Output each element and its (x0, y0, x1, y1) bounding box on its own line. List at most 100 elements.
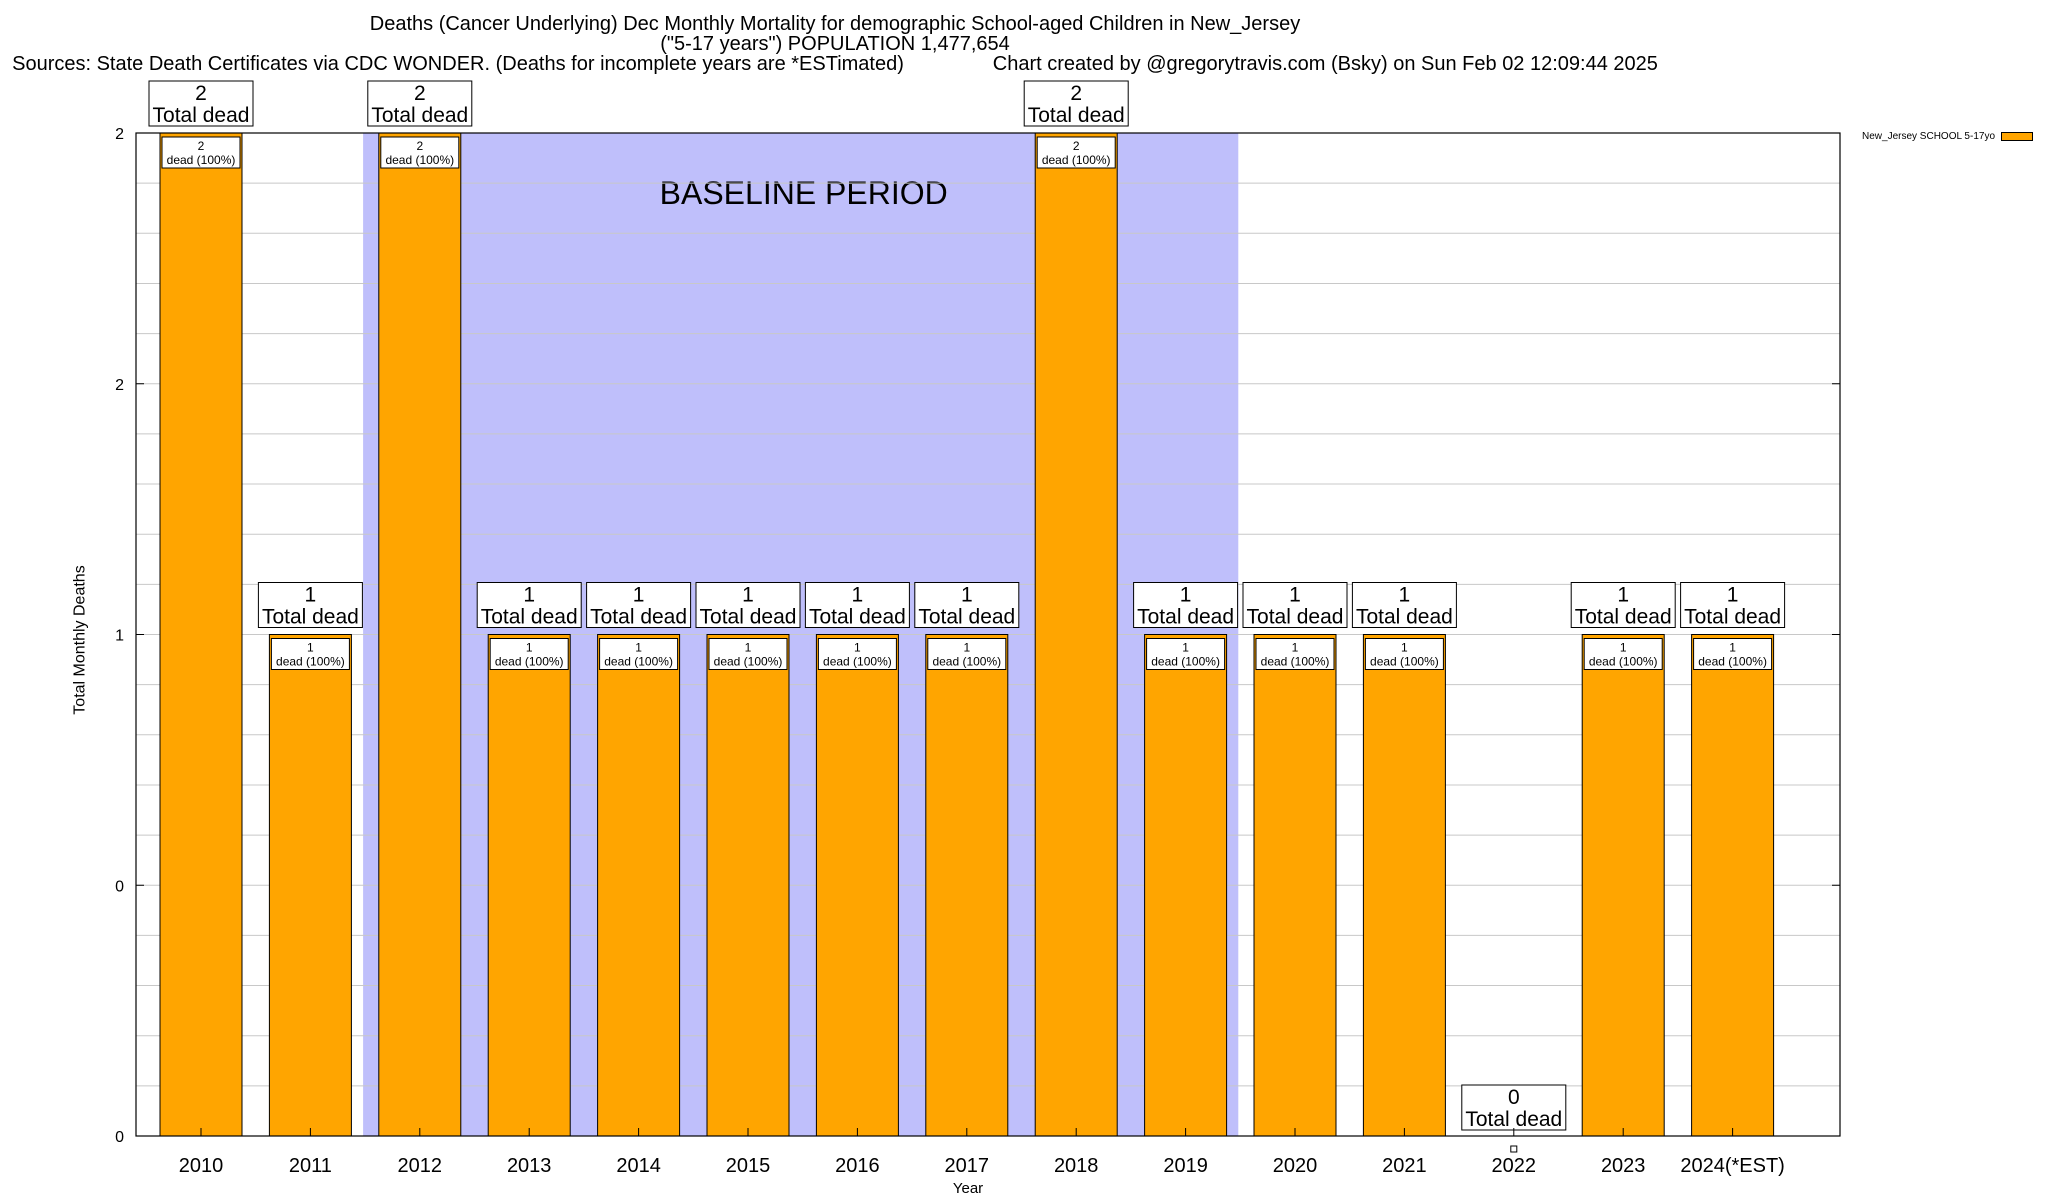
bar-total-count-label: 1 (852, 584, 864, 607)
bar-inner-count-label: 1 (1729, 641, 1736, 655)
bar-inner-dead-label: dead (100%) (1698, 655, 1767, 669)
x-tick-label: 2020 (1273, 1155, 1318, 1177)
bar (1253, 634, 1337, 1137)
bar-inner-label-box (380, 136, 460, 169)
bar-inner-label-box (1693, 638, 1773, 670)
bar-total-count-label: 1 (742, 584, 754, 607)
bar-total-dead-label: Total dead (1356, 606, 1453, 629)
bar-inner-count-label: 1 (635, 641, 642, 655)
x-tick-label: 2010 (179, 1155, 224, 1177)
legend-label: New_Jersey SCHOOL 5-17yo (1862, 131, 1996, 142)
baseline-period-label: BASELINE PERIOD (660, 175, 948, 211)
bar-total-label-box (148, 80, 254, 127)
bar-inner-label-box (489, 638, 569, 670)
y-tick-label: 0 (115, 1129, 124, 1146)
chart-subtitle-population: ("5-17 years") POPULATION 1,477,654 (660, 33, 1010, 55)
bar-total-count-label: 1 (1180, 584, 1192, 607)
bar-total-count-label: 1 (1289, 584, 1301, 607)
y-tick-label: 2 (115, 126, 124, 143)
legend: New_Jersey SCHOOL 5-17yo (1862, 131, 2034, 142)
bar-inner-label-box (1255, 638, 1335, 670)
bar-total-label-box (1461, 1084, 1567, 1131)
bar-inner-count-label: 1 (1292, 641, 1299, 655)
bar (815, 634, 899, 1137)
x-tick-label: 2013 (507, 1155, 552, 1177)
bar (1144, 634, 1228, 1137)
bar (597, 634, 681, 1137)
bar-total-count-label: 1 (633, 584, 645, 607)
bar-total-dead-label: Total dead (1028, 104, 1125, 127)
bar-inner-count-label: 1 (854, 641, 861, 655)
x-tick-label: 2018 (1054, 1155, 1099, 1177)
bar-total-count-label: 2 (195, 82, 207, 105)
bar-inner-dead-label: dead (100%) (1370, 655, 1439, 669)
bar-inner-dead-label: dead (100%) (276, 655, 345, 669)
chart-title: Deaths (Cancer Underlying) Dec Monthly M… (369, 13, 1301, 35)
bar (1691, 634, 1775, 1137)
bar-inner-dead-label: dead (100%) (1042, 153, 1111, 167)
bar-total-label-box (476, 582, 582, 628)
bar-inner-dead-label: dead (100%) (1151, 655, 1220, 669)
bar-inner-label-box (1583, 638, 1663, 670)
bar-total-label-box (1242, 582, 1348, 628)
x-tick-label: 2023 (1601, 1155, 1646, 1177)
bar-total-label-box (1133, 582, 1239, 628)
x-tick-label: 2011 (289, 1155, 332, 1177)
bar-total-dead-label: Total dead (1137, 606, 1234, 629)
bar (159, 132, 243, 1137)
y-tick-label: 0 (115, 878, 124, 895)
bar-total-count-label: 1 (961, 584, 973, 607)
bar-inner-dead-label: dead (100%) (932, 655, 1001, 669)
bar-inner-dead-label: dead (100%) (714, 655, 783, 669)
bar-total-label-box (804, 582, 910, 628)
bar-inner-label-box (927, 638, 1007, 670)
bar-total-count-label: 1 (523, 584, 535, 607)
bar-total-count-label: 1 (305, 584, 317, 607)
bar-total-dead-label: Total dead (153, 104, 250, 127)
bar-inner-dead-label: dead (100%) (385, 153, 454, 167)
bar (378, 132, 462, 1137)
bar (268, 634, 352, 1137)
bar-inner-dead-label: dead (100%) (823, 655, 892, 669)
bar-total-label-box (1570, 582, 1676, 628)
bar (706, 634, 790, 1137)
bar-total-dead-label: Total dead (1684, 606, 1781, 629)
bar-inner-count-label: 2 (416, 139, 423, 153)
bar-total-label-box (586, 582, 692, 628)
bar-total-dead-label: Total dead (1575, 606, 1672, 629)
x-tick-label: 2022 (1492, 1155, 1537, 1177)
bar-inner-label-box (599, 638, 679, 670)
bar-total-dead-label: Total dead (918, 606, 1015, 629)
bar-inner-count-label: 2 (1073, 139, 1080, 153)
bar (487, 634, 571, 1137)
bar-inner-count-label: 2 (198, 139, 205, 153)
x-axis-label: Year (952, 1180, 984, 1197)
x-tick-label: 2021 (1382, 1155, 1427, 1177)
bar-inner-count-label: 1 (745, 641, 752, 655)
bar-inner-dead-label: dead (100%) (1261, 655, 1330, 669)
plot-border (135, 132, 1841, 1137)
bar-inner-label-box (270, 638, 350, 670)
bar-inner-label-box (1364, 638, 1444, 670)
bar-inner-dead-label: dead (100%) (495, 655, 564, 669)
bar-total-label-box (367, 80, 473, 127)
chart-sources-credit: Sources: State Death Certificates via CD… (12, 53, 1658, 75)
bar-inner-count-label: 1 (1620, 641, 1627, 655)
bar-inner-count-label: 1 (1182, 641, 1189, 655)
bar-total-label-box (257, 582, 363, 628)
y-axis-label: Total Monthly Deaths (71, 565, 89, 715)
bar-inner-dead-label: dead (100%) (167, 153, 236, 167)
bar-inner-dead-label: dead (100%) (1589, 655, 1658, 669)
bar-total-count-label: 2 (1070, 82, 1082, 105)
zero-value-marker (1510, 1145, 1518, 1153)
bar-inner-label-box (1146, 638, 1226, 670)
bar-inner-label-box (708, 638, 788, 670)
x-tick-label: 2015 (726, 1155, 771, 1177)
bar-total-label-box (695, 582, 801, 628)
bar-total-dead-label: Total dead (809, 606, 906, 629)
bar-total-dead-label: Total dead (371, 104, 468, 127)
bar (925, 634, 1009, 1137)
bar-total-label-box (1023, 80, 1129, 127)
bar-inner-dead-label: dead (100%) (604, 655, 673, 669)
bar (1581, 634, 1665, 1137)
